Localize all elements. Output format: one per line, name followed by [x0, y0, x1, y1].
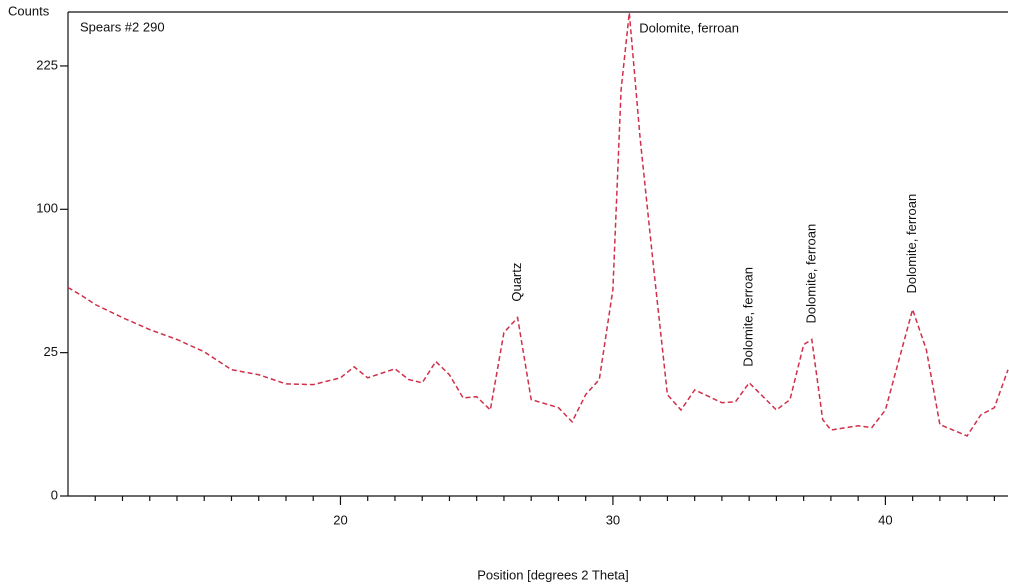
- y-axis-label: Counts: [8, 3, 50, 18]
- peak-label: Dolomite, ferroan: [904, 194, 919, 294]
- peak-label: Dolomite, ferroan: [639, 20, 739, 35]
- peak-label: Dolomite, ferroan: [803, 224, 818, 324]
- y-tick-label: 25: [44, 344, 58, 359]
- x-tick-label: 30: [606, 512, 620, 527]
- x-tick-label: 40: [878, 512, 892, 527]
- x-tick-label: 20: [333, 512, 347, 527]
- peak-label: Dolomite, ferroan: [741, 267, 756, 367]
- x-axis-label: Position [degrees 2 Theta]: [477, 567, 629, 582]
- y-tick-label: 0: [51, 487, 58, 502]
- data-line: [67, 12, 1009, 437]
- y-tick-label: 225: [36, 57, 58, 72]
- legend-label: Spears #2 290: [80, 19, 165, 34]
- y-tick-label: 100: [36, 201, 58, 216]
- peak-label: Quartz: [509, 263, 524, 302]
